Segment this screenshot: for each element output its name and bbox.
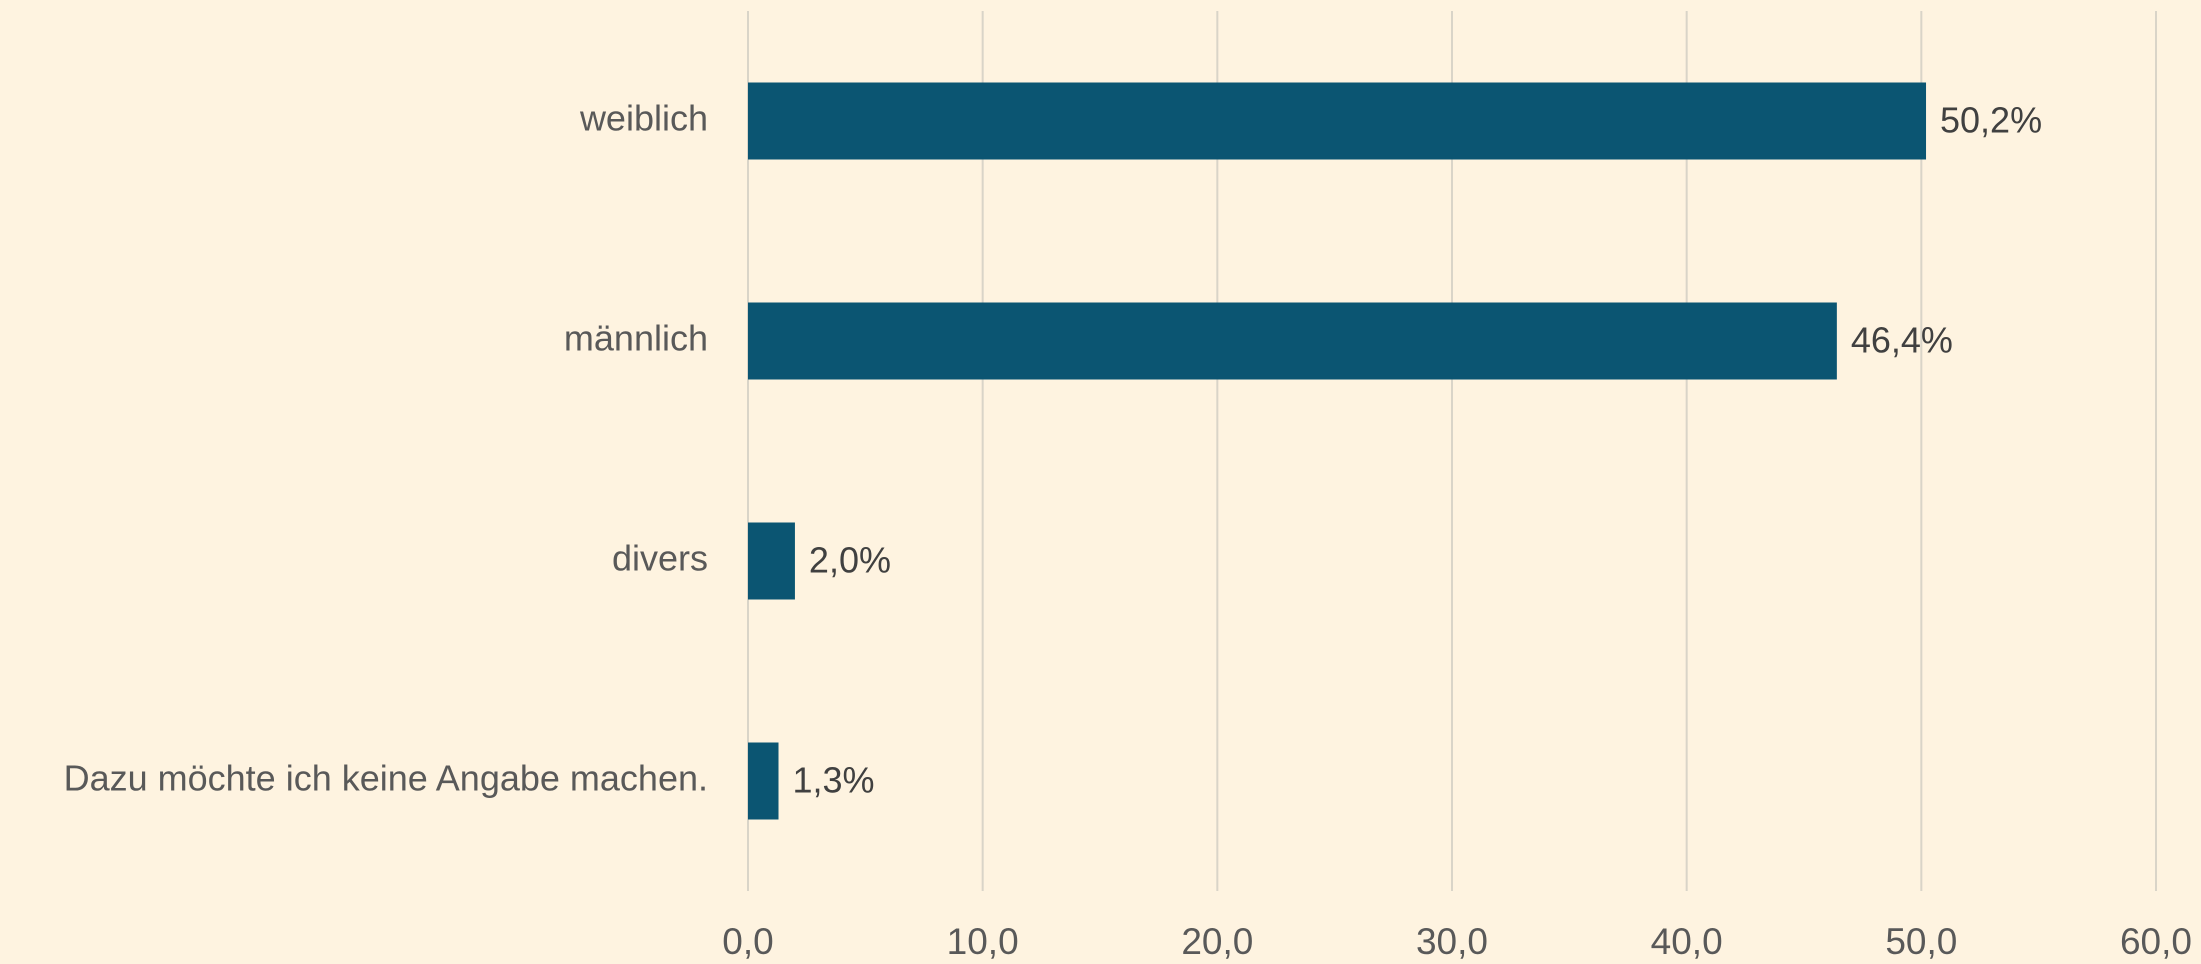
x-tick-label: 40,0 bbox=[1651, 921, 1723, 962]
x-tick-label: 10,0 bbox=[947, 921, 1019, 962]
y-tick-label: Dazu möchte ich keine Angabe machen. bbox=[64, 758, 708, 799]
x-tick-label: 30,0 bbox=[1416, 921, 1488, 962]
y-tick-label: männlich bbox=[564, 318, 708, 359]
x-tick-label: 20,0 bbox=[1181, 921, 1253, 962]
data-label: 50,2% bbox=[1940, 100, 2042, 141]
data-label: 46,4% bbox=[1851, 320, 1953, 361]
x-tick-label: 0,0 bbox=[722, 921, 773, 962]
bar bbox=[748, 742, 779, 820]
data-label: 1,3% bbox=[793, 760, 875, 801]
bar bbox=[748, 522, 795, 600]
y-tick-label: weiblich bbox=[579, 98, 708, 139]
bar bbox=[748, 82, 1927, 160]
y-tick-label: divers bbox=[612, 538, 708, 579]
x-tick-label: 60,0 bbox=[2120, 921, 2192, 962]
bar bbox=[748, 302, 1837, 380]
data-label: 2,0% bbox=[809, 540, 891, 581]
x-tick-label: 50,0 bbox=[1885, 921, 1957, 962]
